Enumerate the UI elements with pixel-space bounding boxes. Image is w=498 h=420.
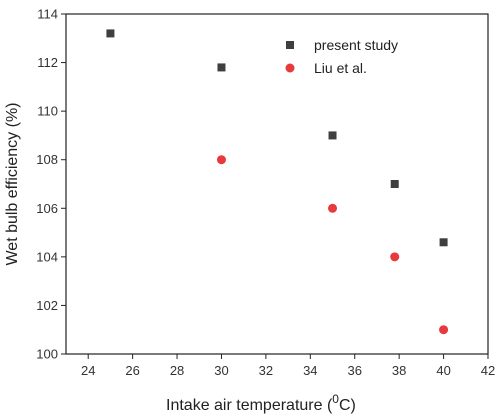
x-tick-label: 40 (436, 363, 450, 378)
y-tick-label: 100 (36, 347, 58, 362)
x-tick-label: 38 (392, 363, 406, 378)
data-point-series-0 (106, 29, 115, 38)
y-tick-label: 104 (36, 249, 58, 264)
y-tick-label: 114 (37, 7, 58, 22)
y-tick-label: 112 (37, 55, 58, 70)
x-axis-title-unit: C) (339, 397, 356, 414)
data-point-series-0 (390, 180, 399, 188)
data-point-series-1 (390, 252, 400, 262)
data-point-series-1 (328, 203, 338, 213)
legend-label-liu-et-al: Liu et al. (314, 60, 367, 76)
x-tick-label: 30 (214, 363, 228, 378)
data-point-series-1 (439, 325, 449, 335)
x-axis-title: Intake air temperature (0C) (166, 392, 356, 414)
x-axis-title-text: Intake air temperature ( (166, 397, 333, 414)
data-point-series-0 (328, 131, 337, 140)
x-tick-label: 32 (259, 363, 273, 378)
x-tick-label: 26 (125, 363, 139, 378)
x-tick-label: 24 (81, 363, 95, 378)
x-tick-label: 28 (170, 363, 184, 378)
data-point-series-0 (439, 238, 448, 247)
y-axis-title: Wet bulb efficiency (%) (4, 102, 21, 265)
x-tick-label: 42 (481, 363, 495, 378)
x-axis-title-superscript: 0 (332, 392, 339, 406)
x-tick-label: 36 (348, 363, 362, 378)
data-point-series-0 (217, 63, 226, 72)
legend: present study Liu et al. (285, 37, 398, 76)
legend-marker-present-study (286, 41, 294, 49)
legend-marker-liu-et-al (285, 63, 295, 73)
y-tick-label: 106 (36, 201, 58, 216)
legend-label-present-study: present study (314, 37, 398, 53)
y-axis: 100 102 104 106 108 110 112 114 (36, 7, 66, 362)
y-tick-label: 108 (36, 152, 58, 167)
data-points (106, 29, 449, 335)
x-tick-label: 34 (303, 363, 317, 378)
x-axis: 24 26 28 30 32 34 36 38 40 42 (81, 354, 495, 378)
data-point-series-1 (216, 155, 226, 165)
y-tick-label: 110 (37, 104, 58, 119)
y-tick-label: 102 (36, 298, 58, 313)
plot-frame (65, 13, 489, 355)
